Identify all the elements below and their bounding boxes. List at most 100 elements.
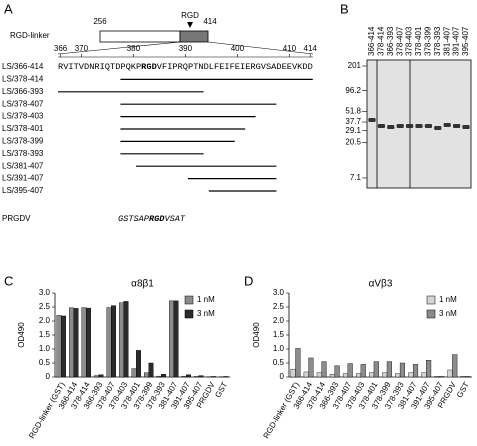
bar (439, 376, 445, 378)
bar (334, 365, 340, 378)
gel-band (434, 126, 442, 130)
y-tick-label: 1.0 (273, 344, 285, 353)
x-tick-label: GST (213, 380, 229, 399)
construct-name: LS/378-407 (2, 99, 44, 108)
sequence-motif: RGD (141, 62, 157, 72)
sequence-motif: RGD (149, 214, 165, 224)
bar (56, 315, 62, 378)
marker-label: 51.8 (345, 107, 361, 116)
bar (111, 305, 116, 378)
lane-label: 366-414 (367, 26, 376, 56)
bar (73, 308, 79, 378)
construct-name: LS/378-399 (2, 137, 44, 146)
bar (382, 372, 388, 378)
construct-name: LS/378-403 (2, 112, 44, 121)
gel-band (368, 118, 376, 122)
lane-label: 395-407 (461, 26, 470, 56)
y-tick-label: 2.5 (39, 302, 51, 311)
construct-name: LS/366-414 (2, 62, 44, 71)
bar (169, 300, 174, 378)
bar (98, 374, 104, 378)
lane-label: 378-399 (424, 26, 433, 56)
marker-label: 7.1 (350, 173, 362, 182)
residue-tick-label: 400 (231, 44, 245, 53)
bar (421, 372, 427, 378)
bar (136, 350, 141, 378)
bar (69, 307, 74, 378)
peptide-sequence: GSTSAPRGDVSAT (118, 214, 186, 224)
legend-label: 3 nM (197, 309, 215, 318)
bar (119, 302, 124, 378)
bar (355, 373, 362, 378)
legend-swatch (426, 309, 436, 319)
bar (360, 364, 366, 378)
sequence-part: GSTSAP (118, 214, 150, 224)
bar (316, 372, 322, 378)
chart-title: αVβ3 (369, 279, 393, 290)
bar (186, 374, 191, 378)
bar (61, 315, 66, 378)
bar (86, 307, 91, 378)
y-tick-label: 3.0 (273, 288, 285, 297)
domain-start: 256 (93, 17, 107, 26)
bar (173, 300, 179, 378)
y-tick-label: 1.5 (273, 330, 285, 339)
marker-label: 96.2 (345, 86, 361, 95)
lane-label: 366-393 (386, 26, 395, 56)
marker-label: 20.5 (345, 138, 361, 147)
bar (399, 362, 406, 378)
rgd-box (179, 30, 209, 43)
construct-name: LS/378-401 (2, 124, 44, 133)
construct-name: LS/395-407 (2, 186, 44, 195)
marker-label: 29.1 (345, 126, 361, 135)
y-tick-label: 3.0 (39, 288, 51, 297)
legend-label: 1 nM (439, 295, 457, 304)
construct-name: LS/391-407 (2, 174, 44, 183)
gel-band (424, 124, 432, 128)
construct-name: LS/366-393 (2, 87, 44, 96)
construct-name: LS/378-393 (2, 149, 44, 158)
bar (369, 372, 375, 378)
linker-box (99, 30, 181, 43)
bar (211, 376, 216, 378)
bar (94, 375, 99, 378)
lane-label: 381-407 (442, 26, 451, 56)
bar (223, 376, 229, 378)
lane-label: 378-414 (377, 26, 386, 56)
bar (347, 363, 353, 378)
sequence-part: VFIPRQPTNDLFEIFEIERGVSADEEVKDD (157, 62, 313, 72)
legend-swatch (426, 295, 436, 305)
bar (156, 375, 162, 378)
domain-label: RGD-linker (10, 31, 50, 40)
bar (395, 373, 401, 378)
gel-band (377, 124, 385, 128)
y-tick-label: 0 (280, 372, 285, 381)
residue-tick-label: 390 (179, 44, 193, 53)
residue-tick-label: 410 (283, 44, 297, 53)
bar (329, 374, 335, 378)
bar (161, 374, 166, 378)
chart-title: α8β1 (131, 279, 154, 290)
sequence: RVITVDNRIQTDPQKPRGDVFIPRQPTNDLFEIFEIERGV… (58, 62, 313, 72)
y-tick-label: 1.5 (39, 330, 51, 339)
panel-label: D (244, 273, 253, 288)
domain-end: 414 (203, 17, 217, 26)
residue-tick-label: 370 (75, 44, 89, 53)
y-tick-label: 0 (46, 372, 51, 381)
construct-name: LS/378-414 (2, 75, 44, 84)
bar (434, 376, 440, 378)
zoom-line (57, 41, 181, 55)
y-tick-label: 2.0 (273, 316, 285, 325)
y-tick-label: 2.0 (39, 316, 51, 325)
bar (426, 360, 432, 378)
bar (148, 362, 154, 378)
bar (131, 368, 137, 378)
panel-label: A (4, 1, 13, 16)
sequence-part: RVITVDNRIQTDPQKP (58, 62, 141, 72)
bar (106, 307, 112, 378)
panel-label: B (340, 1, 349, 16)
lane-label: 378-401 (414, 26, 423, 56)
sequence-part: VSAT (164, 214, 185, 224)
